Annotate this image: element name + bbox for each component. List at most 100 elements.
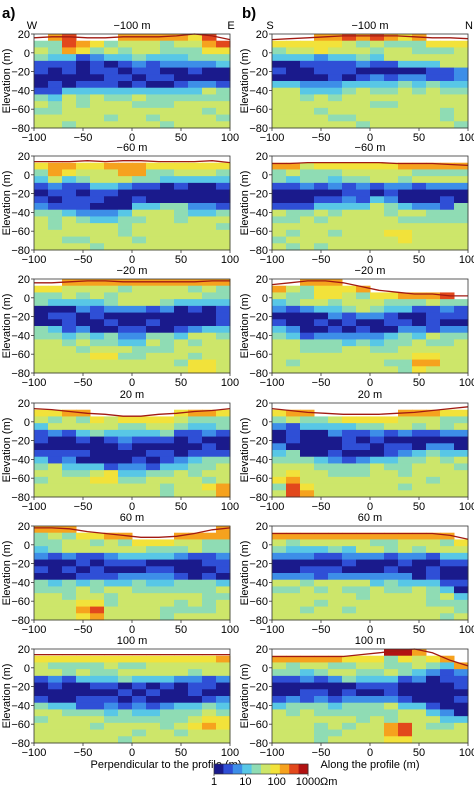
- heatmap-cell: [188, 532, 203, 540]
- heatmap-cell: [370, 81, 385, 89]
- heatmap-cell: [160, 216, 175, 224]
- heatmap-cell: [328, 332, 343, 340]
- heatmap-cell: [314, 443, 329, 451]
- heatmap-cell: [412, 539, 427, 547]
- heatmap-cell: [426, 463, 441, 471]
- heatmap-cell: [132, 593, 147, 601]
- heatmap-cell: [356, 285, 371, 293]
- heatmap-cell: [300, 299, 315, 307]
- heatmap-cell: [62, 299, 77, 307]
- x-tick-label: 100: [221, 377, 239, 389]
- heatmap-cell: [398, 60, 413, 69]
- heatmap-cell: [62, 121, 77, 129]
- heatmap-cell: [272, 669, 287, 677]
- heatmap-cell: [370, 416, 385, 424]
- heatmap-cell: [90, 54, 105, 62]
- heatmap-cell: [160, 229, 175, 238]
- heatmap-cell: [342, 696, 357, 704]
- heatmap-cell: [132, 696, 147, 704]
- heatmap-cell: [426, 74, 441, 82]
- heatmap-cell: [454, 305, 469, 314]
- heatmap-cell: [356, 675, 371, 684]
- heatmap-cell: [440, 359, 455, 367]
- heatmap-cell: [454, 696, 469, 704]
- heatmap-cell: [216, 476, 231, 485]
- heatmap-cell: [174, 346, 189, 354]
- heatmap-cell: [76, 716, 91, 724]
- heatmap-cell: [174, 729, 189, 737]
- heatmap-cell: [384, 552, 399, 561]
- heatmap-cell: [412, 54, 427, 62]
- heatmap-cell: [118, 736, 133, 744]
- heatmap-cell: [62, 716, 77, 724]
- heatmap-cell: [90, 566, 105, 574]
- heatmap-cell: [202, 409, 217, 417]
- heatmap-cell: [454, 443, 469, 451]
- heatmap-cell: [132, 285, 147, 293]
- heatmap-cell: [174, 176, 189, 184]
- heatmap-cell: [76, 196, 91, 204]
- heatmap-cell: [34, 655, 49, 663]
- heatmap-cell: [426, 483, 441, 491]
- heatmap-cell: [272, 236, 287, 244]
- heatmap-cell: [146, 34, 161, 42]
- heatmap-cell: [356, 450, 371, 458]
- heatmap-cell: [90, 87, 105, 95]
- heatmap-cell: [384, 34, 399, 42]
- heatmap-cell: [398, 189, 413, 197]
- heatmap-cell: [370, 613, 385, 621]
- heatmap-cell: [34, 662, 49, 670]
- heatmap-cell: [370, 60, 385, 69]
- heatmap-cell: [62, 312, 77, 320]
- heatmap-cell: [412, 182, 427, 191]
- heatmap-cell: [342, 559, 357, 567]
- heatmap-cell: [34, 729, 49, 737]
- heatmap-cell: [342, 40, 357, 48]
- heatmap-cell: [272, 121, 287, 129]
- heatmap-cell: [62, 352, 77, 361]
- heatmap-cell: [286, 332, 301, 340]
- heatmap-cell: [174, 416, 189, 424]
- heatmap-cell: [272, 675, 287, 684]
- direction-label-left: W: [27, 20, 38, 32]
- heatmap-cell: [440, 114, 455, 122]
- heatmap-cell: [356, 573, 371, 581]
- heatmap-cell: [34, 87, 49, 95]
- heatmap-cell: [146, 87, 161, 95]
- heatmap-cell: [104, 243, 119, 251]
- heatmap-cell: [356, 736, 371, 744]
- heatmap-cell: [342, 423, 357, 431]
- heatmap-cell: [132, 292, 147, 300]
- heatmap-cell: [132, 346, 147, 354]
- heatmap-cell: [90, 436, 105, 444]
- heatmap-cell: [174, 34, 189, 42]
- heatmap-cell: [132, 216, 147, 224]
- heatmap-cell: [300, 606, 315, 614]
- heatmap-cell: [216, 573, 231, 581]
- heatmap-cell: [216, 94, 231, 102]
- heatmap-cell: [62, 81, 77, 89]
- heatmap-cell: [104, 359, 119, 367]
- heatmap-cell: [426, 47, 441, 55]
- y-axis-label: Elevation (m): [239, 294, 251, 359]
- heatmap-cell: [132, 189, 147, 197]
- heatmap-cell: [426, 716, 441, 724]
- heatmap-cell: [328, 716, 343, 724]
- heatmap-cell: [188, 490, 203, 498]
- heatmap-cell: [118, 169, 133, 177]
- heatmap-cell: [328, 722, 343, 731]
- heatmap-cell: [370, 189, 385, 197]
- heatmap-cell: [300, 182, 315, 191]
- heatmap-cell: [160, 312, 175, 320]
- heatmap-cell: [202, 87, 217, 95]
- heatmap-cell: [412, 312, 427, 320]
- heatmap-cell: [370, 599, 385, 608]
- heatmap-cell: [412, 682, 427, 690]
- heatmap-cell: [286, 566, 301, 574]
- heatmap-cell: [286, 94, 301, 102]
- heatmap-cell: [160, 559, 175, 567]
- heatmap-cell: [328, 689, 343, 697]
- heatmap-cell: [216, 409, 231, 417]
- heatmap-cell: [300, 101, 315, 109]
- heatmap-cell: [76, 229, 91, 238]
